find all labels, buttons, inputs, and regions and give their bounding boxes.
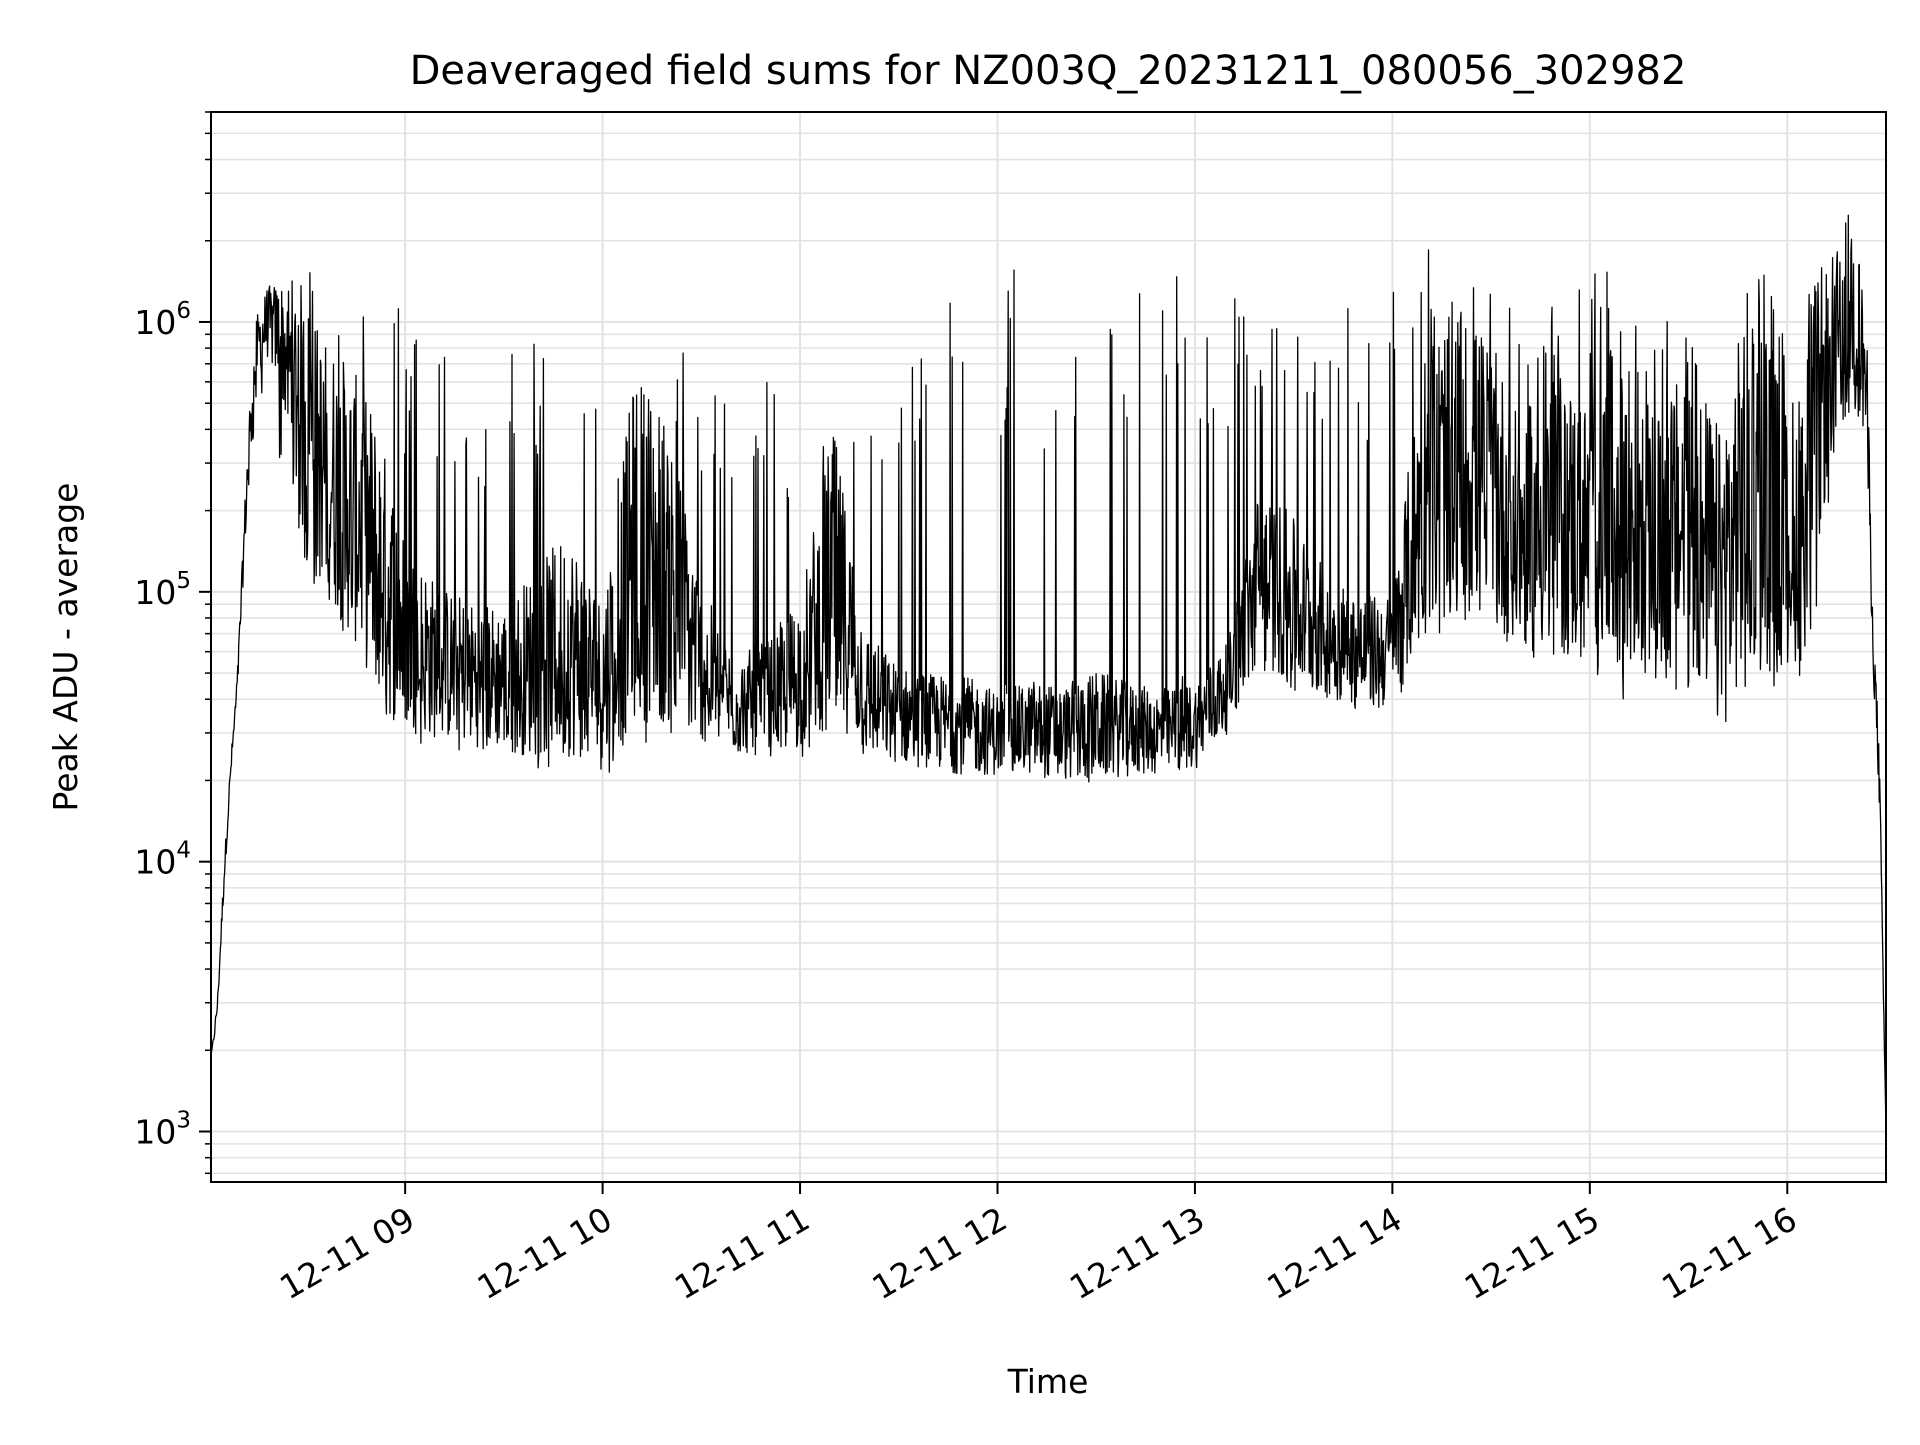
series-layer <box>211 214 1886 1132</box>
y-axis: 103 104 105 106 <box>134 111 211 1175</box>
y-tick-label: 104 <box>134 838 191 882</box>
y-axis-label: Peak ADU - average <box>46 483 85 812</box>
x-axis-label: Time <box>1007 1362 1089 1401</box>
axes-frame <box>210 111 1887 1183</box>
y-tick-label: 103 <box>134 1108 191 1152</box>
y-tick-label: 105 <box>134 568 191 612</box>
grid <box>211 111 1886 1182</box>
chart-title: Deaveraged field sums for NZ003Q_2023121… <box>410 48 1687 94</box>
series-line <box>211 214 1886 1132</box>
y-tick-label: 106 <box>134 298 191 342</box>
